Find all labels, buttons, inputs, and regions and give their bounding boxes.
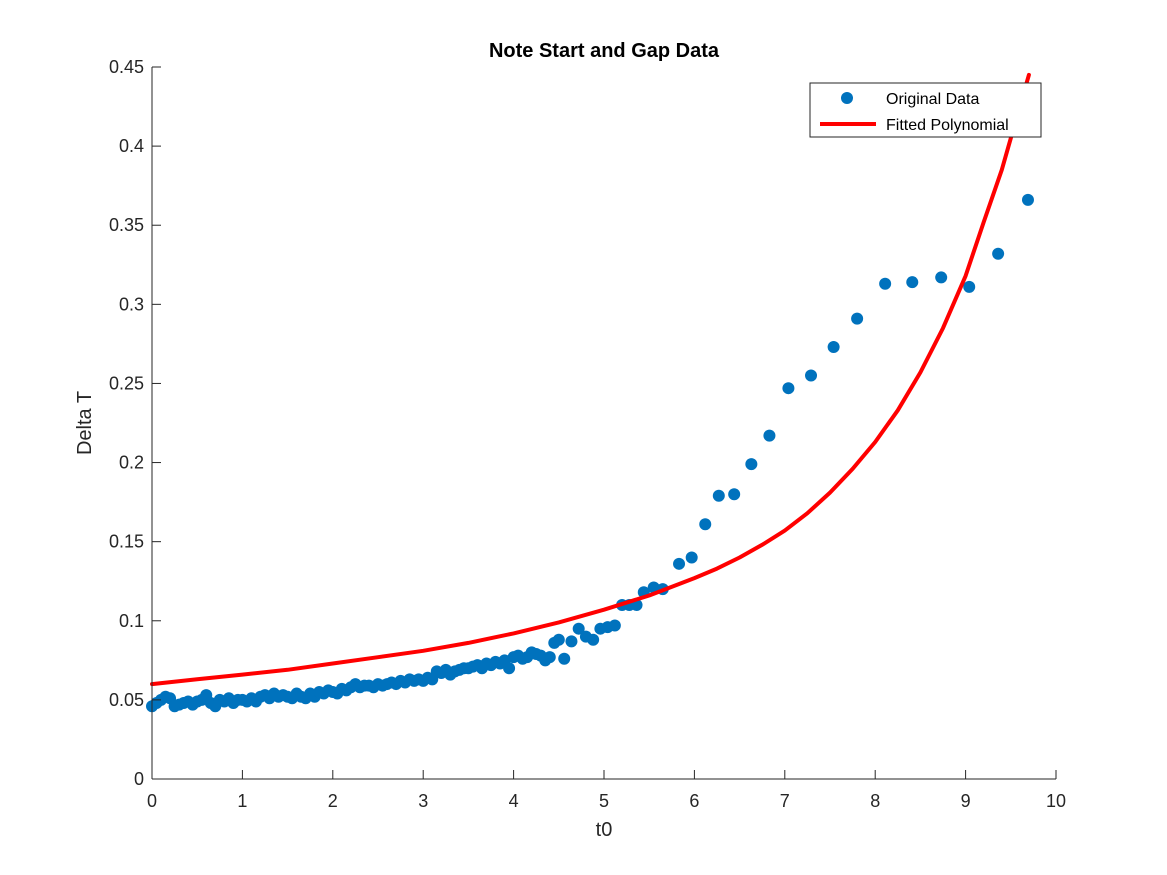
legend-label-original-data: Original Data: [886, 91, 979, 108]
data-point: [712, 489, 725, 502]
x-axis-ticks: 0 1 2 3 4 5 6 7 8 9 10: [147, 770, 1066, 811]
data-point: [552, 633, 565, 646]
y-axis-ticks: 0 0.05 0.1 0.15 0.2 0.25 0.3 0.35 0.4 0.45: [109, 57, 161, 789]
x-tick-label: 1: [237, 791, 247, 811]
data-point: [699, 518, 712, 531]
data-point: [879, 277, 892, 290]
x-tick-label: 10: [1046, 791, 1066, 811]
data-point: [673, 557, 686, 570]
y-tick-label: 0.2: [119, 453, 144, 473]
data-point: [963, 280, 976, 293]
y-tick-label: 0.1: [119, 611, 144, 631]
chart-title: Note Start and Gap Data: [489, 40, 720, 62]
y-tick-label: 0.45: [109, 57, 144, 77]
data-point: [558, 652, 571, 665]
legend-marker-original-data: [841, 92, 853, 104]
data-point: [572, 622, 585, 635]
y-tick-label: 0.4: [119, 136, 144, 156]
y-tick-label: 0: [134, 769, 144, 789]
data-point: [728, 488, 741, 501]
data-point: [685, 551, 698, 564]
data-point: [992, 247, 1005, 260]
x-tick-label: 3: [418, 791, 428, 811]
x-tick-label: 0: [147, 791, 157, 811]
y-tick-label: 0.35: [109, 215, 144, 235]
data-point: [782, 382, 795, 395]
data-point: [805, 369, 818, 382]
data-point: [906, 276, 919, 289]
data-point: [587, 633, 600, 646]
data-point: [543, 651, 556, 664]
data-point: [565, 635, 578, 648]
data-point: [503, 662, 516, 675]
fitted-polynomial-line: [150, 72, 1031, 687]
y-axis-label: Delta T: [74, 391, 96, 455]
x-tick-label: 6: [689, 791, 699, 811]
legend-label-fitted-polynomial: Fitted Polynomial: [886, 117, 1009, 134]
data-point: [935, 271, 948, 284]
legend: Original Data Fitted Polynomial: [809, 82, 1042, 138]
x-tick-label: 2: [328, 791, 338, 811]
x-tick-label: 5: [599, 791, 609, 811]
x-tick-label: 7: [780, 791, 790, 811]
y-tick-label: 0.05: [109, 690, 144, 710]
y-tick-label: 0.3: [119, 294, 144, 314]
axes: [151, 67, 1056, 780]
data-point: [608, 619, 621, 632]
x-tick-label: 4: [509, 791, 519, 811]
data-point: [763, 429, 776, 442]
plot-area: [146, 72, 1034, 713]
legend-box: [809, 82, 1042, 138]
y-tick-label: 0.15: [109, 532, 144, 552]
data-point: [745, 458, 758, 471]
data-point: [1021, 193, 1034, 206]
y-tick-label: 0.25: [109, 373, 144, 393]
x-axis-label: t0: [596, 819, 613, 841]
data-point: [851, 312, 864, 325]
x-tick-label: 8: [870, 791, 880, 811]
x-tick-label: 9: [961, 791, 971, 811]
data-point: [827, 341, 840, 354]
